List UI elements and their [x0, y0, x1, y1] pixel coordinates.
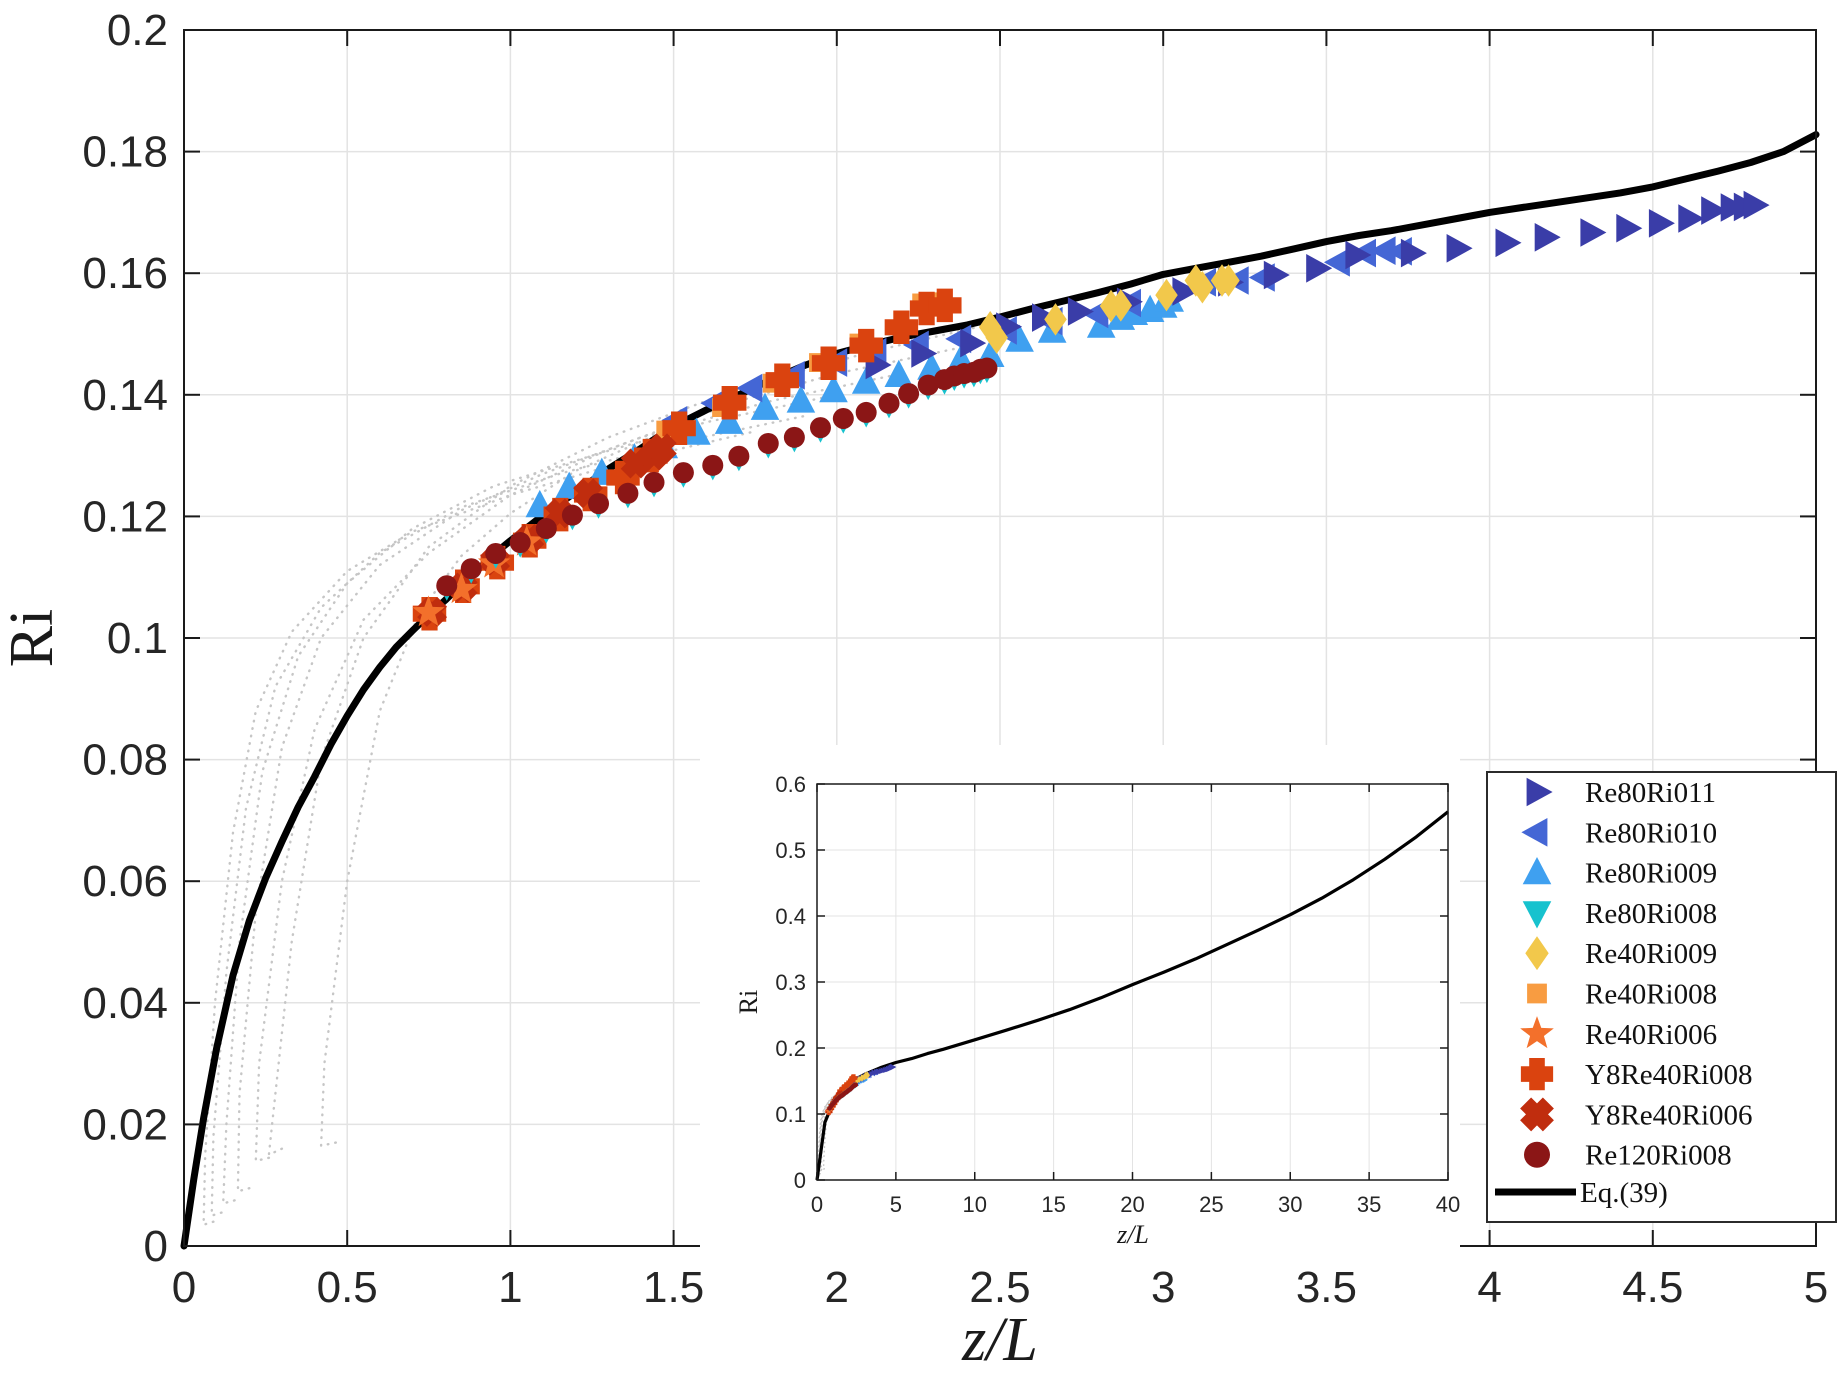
legend-item-label: Re40Ri009	[1585, 938, 1717, 970]
legend-item-Y8Re40Ri006[interactable]: Y8Re40Ri006	[1514, 1092, 1753, 1138]
main-data-series	[412, 190, 1770, 631]
legend-item-label: Eq.(39)	[1580, 1177, 1668, 1209]
legend-item-label: Re80Ri008	[1585, 898, 1717, 930]
inset-y-tick-label: 0	[794, 1168, 806, 1193]
inset-x-tick-label: 20	[1120, 1192, 1144, 1217]
inset-x-tick-label: 25	[1199, 1192, 1223, 1217]
legend: Re80Ri011 Re80Ri010 Re80Ri009 Re80Ri008 Re40…	[1486, 771, 1837, 1223]
x-tick-label: 3.5	[1296, 1263, 1357, 1312]
series-Re40Ri009	[978, 264, 1240, 354]
legend-item-Re120Ri008[interactable]: Re120Ri008	[1524, 1140, 1732, 1172]
inset-x-tick-label: 10	[963, 1192, 987, 1217]
inset-axes-frame	[816, 783, 1449, 1181]
inset-x-axis-label: z/L	[1116, 1220, 1149, 1249]
legend-marker-circle-icon	[1524, 1141, 1550, 1168]
y-tick-label: 0.12	[82, 492, 168, 541]
legend-marker-x-icon	[1520, 1097, 1554, 1132]
inset-tick-labels: 0 5 10 15 20 25 30 35 40 0 0.1 0.2 0.3 0.4 0.5 0.6	[775, 772, 1460, 1217]
x-tick-label: 4.5	[1622, 1263, 1683, 1312]
series-Re80Ri010	[661, 236, 1412, 435]
inset-y-tick-label: 0.2	[775, 1036, 806, 1061]
legend-item-Eq-39-[interactable]: Eq.(39)	[1495, 1177, 1668, 1209]
legend-item-label: Re80Ri011	[1585, 777, 1716, 809]
legend-marker-triangle-up-icon	[1522, 857, 1552, 885]
legend-marker-square-icon	[1527, 983, 1547, 1004]
legend-item-Re40Ri006[interactable]: Re40Ri006	[1520, 1016, 1717, 1051]
legend-item-label: Y8Re40Ri008	[1585, 1059, 1753, 1091]
legend-marker-star-icon	[1520, 1016, 1554, 1049]
x-tick-label: 1.5	[643, 1263, 704, 1312]
inset-x-tick-label: 30	[1278, 1192, 1302, 1217]
legend-item-label: Y8Re40Ri006	[1585, 1099, 1753, 1131]
legend-item-Re40Ri009[interactable]: Re40Ri009	[1525, 936, 1717, 970]
series-Y8Re40Ri008	[412, 288, 962, 631]
x-tick-label: 5	[1804, 1263, 1828, 1312]
legend-marker-plus-icon	[1520, 1057, 1554, 1091]
y-tick-label: 0.14	[82, 371, 168, 420]
y-tick-label: 0.04	[82, 979, 168, 1028]
inset-x-tick-label: 5	[890, 1192, 902, 1217]
y-tick-label: 0.1	[107, 614, 168, 663]
inset-series-Re120Ri008	[827, 1082, 859, 1111]
legend-item-Re80Ri010[interactable]: Re80Ri010	[1521, 817, 1717, 849]
y-axis-label: Ri	[0, 609, 66, 668]
legend-item-label: Re40Ri006	[1585, 1019, 1717, 1051]
legend-item-Y8Re40Ri008[interactable]: Y8Re40Ri008	[1520, 1057, 1753, 1091]
inset-x-tick-label: 0	[811, 1192, 823, 1217]
legend-item-Re80Ri009[interactable]: Re80Ri009	[1522, 857, 1717, 890]
inset-y-tick-label: 0.4	[775, 904, 806, 929]
inset-y-tick-label: 0.5	[775, 838, 806, 863]
legend-marker-triangle-right-icon	[1526, 777, 1553, 807]
legend-marker-triangle-down-icon	[1522, 901, 1552, 929]
y-tick-label: 0.18	[82, 128, 168, 177]
legend-marker-diamond-icon	[1525, 936, 1549, 971]
inset-y-tick-label: 0.1	[775, 1102, 806, 1127]
x-tick-label: 0	[172, 1263, 196, 1312]
inset-y-tick-label: 0.3	[775, 970, 806, 995]
x-tick-label: 2.5	[969, 1263, 1030, 1312]
legend-item-Re80Ri008[interactable]: Re80Ri008	[1522, 898, 1717, 930]
y-tick-label: 0.2	[107, 6, 168, 55]
x-tick-label: 3	[1151, 1263, 1175, 1312]
legend-item-label: Re120Ri008	[1585, 1140, 1732, 1172]
inset-data-series	[825, 1063, 897, 1116]
x-tick-label: 2	[825, 1263, 849, 1312]
inset-y-axis-label: Ri	[734, 990, 763, 1015]
legend-item-Re40Ri008[interactable]: Re40Ri008	[1527, 979, 1717, 1011]
inset-x-tick-label: 15	[1041, 1192, 1065, 1217]
x-tick-label: 4	[1477, 1263, 1501, 1312]
legend-item-label: Re80Ri010	[1585, 817, 1717, 849]
y-tick-label: 0.08	[82, 736, 168, 785]
legend-item-label: Re80Ri009	[1585, 858, 1717, 890]
x-tick-label: 1	[498, 1263, 522, 1312]
inset-y-tick-label: 0.6	[775, 772, 806, 797]
legend-item-label: Re40Ri008	[1585, 979, 1717, 1011]
inset-x-tick-label: 35	[1357, 1192, 1381, 1217]
legend-item-Re80Ri011[interactable]: Re80Ri011	[1526, 777, 1716, 809]
inset-background	[700, 745, 1460, 1255]
y-tick-label: 0.02	[82, 1100, 168, 1149]
x-axis-label: z/L	[961, 1306, 1038, 1374]
y-tick-label: 0.06	[82, 857, 168, 906]
inset-x-tick-label: 40	[1436, 1192, 1460, 1217]
y-tick-label: 0	[144, 1222, 168, 1271]
y-tick-label: 0.16	[82, 249, 168, 298]
legend-marker-triangle-left-icon	[1521, 818, 1548, 847]
series-Re120Ri008	[436, 357, 998, 597]
main-tick-labels: 0 0.5 1 1.5 2 2.5 3 3.5 4 4.5 5 0 0.02 0.04 0.06 0.08 0.…	[82, 6, 1828, 1312]
series-Re80Ri011	[865, 190, 1770, 380]
x-tick-label: 0.5	[317, 1263, 378, 1312]
